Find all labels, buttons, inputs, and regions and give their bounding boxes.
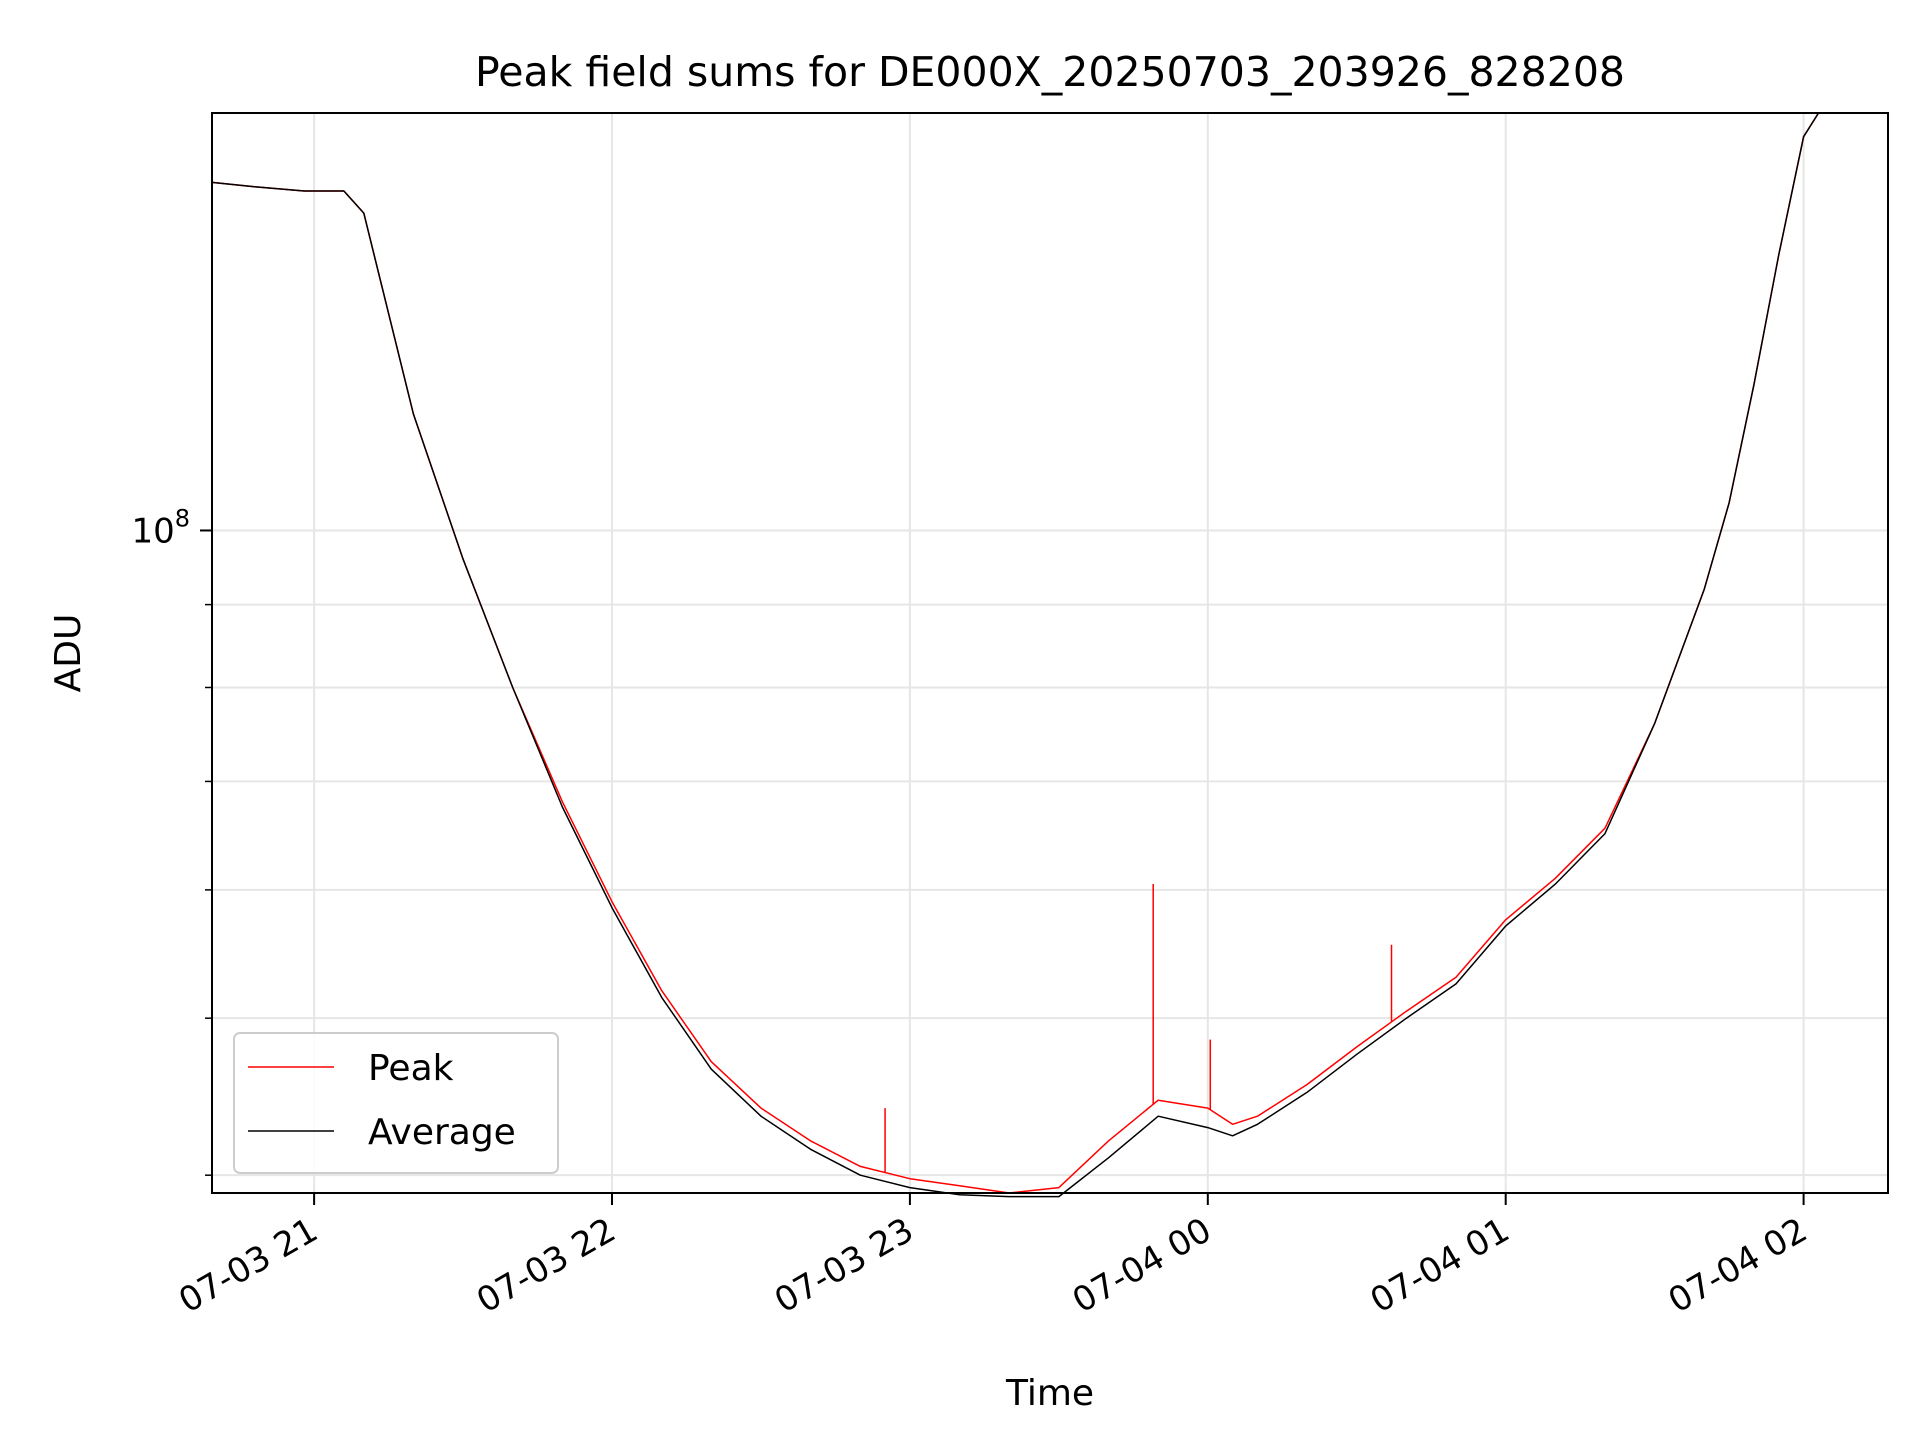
legend: Peak Average bbox=[233, 1032, 559, 1174]
plot-background bbox=[212, 113, 1888, 1193]
series-line-average bbox=[211, 112, 1820, 1198]
y-axis: 108 bbox=[131, 504, 212, 1176]
x-tick-label: 07-04 01 bbox=[1364, 1210, 1516, 1321]
chart-title: Peak field sums for DE000X_20250703_2039… bbox=[475, 48, 1625, 96]
legend-average-label: Average bbox=[368, 1112, 516, 1153]
x-tick-label: 07-04 02 bbox=[1662, 1210, 1814, 1321]
y-tick-label: 108 bbox=[131, 504, 190, 551]
x-tick-label: 07-03 22 bbox=[470, 1210, 622, 1321]
x-axis: 07-03 21 07-03 22 07-03 23 07-04 00 07-04 01… bbox=[172, 1193, 1814, 1321]
x-tick-label: 07-04 00 bbox=[1066, 1210, 1218, 1321]
y-axis-title: ADU bbox=[48, 614, 89, 693]
x-axis-title: Time bbox=[1005, 1373, 1094, 1414]
legend-peak-label: Peak bbox=[368, 1048, 454, 1089]
x-tick-label: 07-03 23 bbox=[768, 1210, 920, 1321]
grid bbox=[212, 113, 1888, 1193]
legend-box bbox=[233, 1032, 559, 1174]
x-tick-label: 07-03 21 bbox=[172, 1210, 324, 1321]
plot-lines bbox=[211, 112, 1820, 1198]
plot-frame bbox=[211, 112, 1889, 1194]
